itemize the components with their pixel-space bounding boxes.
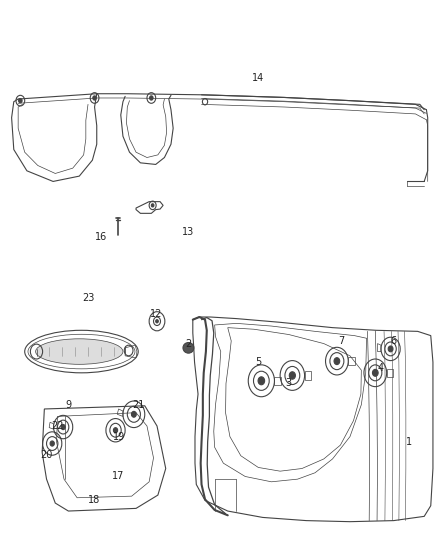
Text: 7: 7 bbox=[338, 336, 344, 346]
Text: 14: 14 bbox=[252, 73, 265, 83]
Ellipse shape bbox=[35, 339, 123, 365]
Text: 16: 16 bbox=[95, 232, 107, 243]
Ellipse shape bbox=[183, 343, 194, 353]
Text: 17: 17 bbox=[113, 472, 125, 481]
Text: 2: 2 bbox=[185, 338, 191, 349]
Circle shape bbox=[334, 358, 340, 365]
Circle shape bbox=[151, 204, 154, 207]
Text: 18: 18 bbox=[88, 495, 101, 505]
Circle shape bbox=[155, 320, 158, 323]
Text: 21: 21 bbox=[132, 400, 145, 410]
Circle shape bbox=[388, 346, 393, 352]
Text: 1: 1 bbox=[406, 437, 412, 447]
Circle shape bbox=[61, 424, 65, 430]
Circle shape bbox=[113, 427, 118, 433]
Circle shape bbox=[50, 441, 54, 446]
Text: 19: 19 bbox=[113, 432, 125, 442]
Text: 23: 23 bbox=[82, 293, 94, 303]
Text: 20: 20 bbox=[40, 450, 53, 460]
Text: 6: 6 bbox=[391, 336, 397, 346]
Circle shape bbox=[372, 369, 378, 376]
Text: 3: 3 bbox=[286, 378, 292, 389]
Circle shape bbox=[258, 377, 265, 385]
Circle shape bbox=[93, 96, 96, 100]
Text: 4: 4 bbox=[378, 362, 384, 373]
Circle shape bbox=[150, 96, 153, 100]
Circle shape bbox=[18, 99, 22, 103]
Text: 5: 5 bbox=[255, 357, 261, 367]
Text: 13: 13 bbox=[182, 227, 194, 237]
Circle shape bbox=[289, 372, 295, 379]
Text: 9: 9 bbox=[65, 400, 71, 410]
Text: 12: 12 bbox=[149, 309, 162, 319]
Circle shape bbox=[131, 411, 136, 417]
Text: 22: 22 bbox=[51, 421, 64, 431]
